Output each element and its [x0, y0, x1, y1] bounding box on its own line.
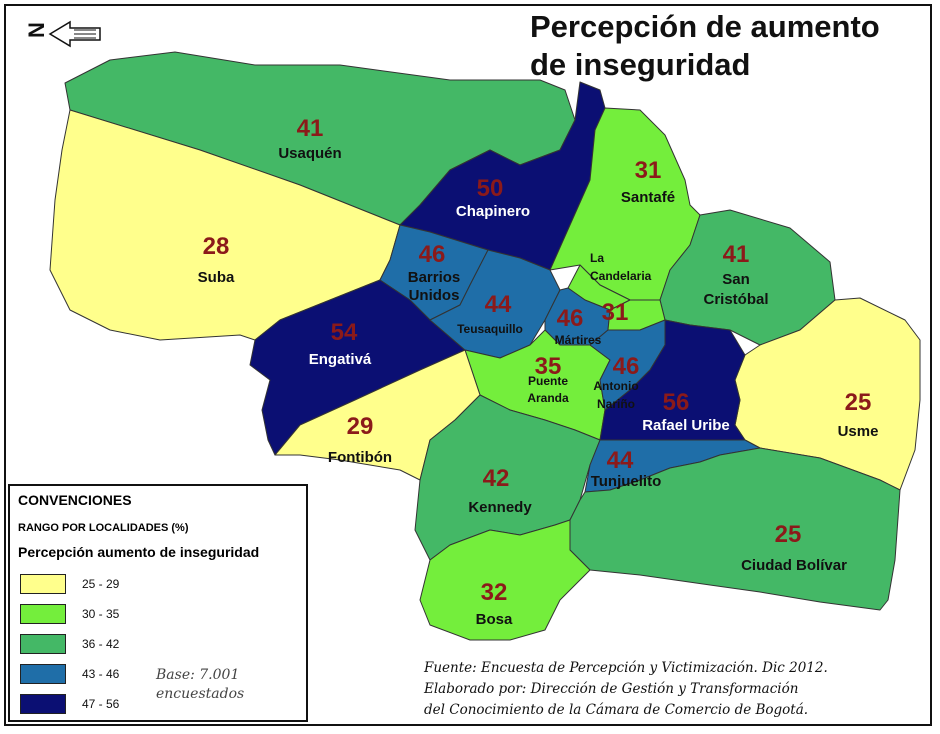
- legend-swatch-4: [20, 664, 66, 684]
- source-line2: Elaborado por: Dirección de Gestión y Tr…: [424, 681, 799, 697]
- value-tunjuelito: 44: [607, 447, 634, 474]
- compass-letter: N: [26, 22, 49, 38]
- legend-label-3: 36 - 42: [82, 637, 120, 651]
- label-la-candelaria-l2: Candelaria: [590, 269, 652, 283]
- value-rafael-uribe: 56: [663, 389, 690, 416]
- label-engativa: Engativá: [309, 351, 372, 368]
- map-title: Percepción de aumento de inseguridad: [530, 8, 880, 84]
- value-usaquen: 41: [297, 115, 324, 142]
- legend-subtitle: RANGO POR LOCALIDADES (%): [18, 522, 189, 534]
- source-note: Fuente: Encuesta de Percepción y Victimi…: [424, 658, 828, 721]
- value-la-candelaria: 31: [602, 299, 629, 326]
- value-puente-aranda: 35: [535, 353, 562, 380]
- label-suba: Suba: [198, 269, 235, 286]
- value-santafe: 31: [635, 157, 662, 184]
- value-antonio-narino: 46: [613, 353, 640, 380]
- legend-row-4: 43 - 46: [20, 662, 119, 686]
- label-puente-aranda-l2: Aranda: [527, 391, 569, 405]
- source-line1: Fuente: Encuesta de Percepción y Victimi…: [424, 660, 828, 676]
- label-kennedy: Kennedy: [468, 499, 532, 516]
- label-usaquen: Usaquén: [278, 145, 341, 162]
- label-fontibon: Fontibón: [328, 449, 392, 466]
- value-suba: 28: [203, 233, 230, 260]
- legend-swatch-3: [20, 634, 66, 654]
- sample-base-line2: encuestados: [156, 686, 245, 702]
- label-chapinero: Chapinero: [456, 203, 530, 220]
- label-puente-aranda-l1: Puente: [528, 374, 568, 388]
- legend: CONVENCIONES RANGO POR LOCALIDADES (%) P…: [8, 484, 308, 722]
- label-la-candelaria-l1: La: [590, 251, 604, 265]
- legend-heading: Percepción aumento de inseguridad: [18, 544, 260, 560]
- legend-label-5: 47 - 56: [82, 697, 120, 711]
- label-teusaquillo: Teusaquillo: [457, 322, 523, 336]
- label-san-cristobal-l1: San: [722, 271, 750, 288]
- label-san-cristobal-l2: Cristóbal: [703, 291, 768, 308]
- label-tunjuelito: Tunjuelito: [591, 473, 662, 490]
- value-usme: 25: [845, 389, 872, 416]
- region-san-cristobal[interactable]: [659, 209, 836, 346]
- value-ciudad-bolivar: 25: [775, 521, 802, 548]
- label-bosa: Bosa: [476, 611, 513, 628]
- label-barrios-unidos-l1: Barrios: [408, 269, 461, 286]
- value-martires: 46: [557, 305, 584, 332]
- legend-label-2: 30 - 35: [82, 607, 120, 621]
- legend-title: CONVENCIONES: [18, 492, 132, 508]
- legend-swatch-2: [20, 604, 66, 624]
- sample-base-note: Base: 7.001 encuestados: [156, 666, 244, 704]
- value-bosa: 32: [481, 579, 508, 606]
- map-title-line1: Percepción de aumento: [530, 9, 880, 44]
- value-kennedy: 42: [483, 465, 510, 492]
- legend-row-3: 36 - 42: [20, 632, 119, 656]
- legend-row-5: 47 - 56: [20, 692, 119, 716]
- value-engativa: 54: [331, 319, 358, 346]
- label-santafe: Santafé: [621, 189, 675, 206]
- sample-base-line1: Base: 7.001: [156, 667, 240, 683]
- legend-row-2: 30 - 35: [20, 602, 119, 626]
- north-arrow-icon: N: [26, 20, 101, 48]
- legend-label-1: 25 - 29: [82, 577, 120, 591]
- label-antonio-narino-l1: Antonio: [593, 379, 638, 393]
- label-martires: Mártires: [555, 333, 602, 347]
- value-fontibon: 29: [347, 413, 374, 440]
- value-teusaquillo: 44: [485, 291, 512, 318]
- label-usme: Usme: [838, 423, 879, 440]
- legend-row-1: 25 - 29: [20, 572, 119, 596]
- legend-swatch-5: [20, 694, 66, 714]
- label-antonio-narino-l2: Nariño: [597, 397, 635, 411]
- legend-label-4: 43 - 46: [82, 667, 120, 681]
- label-barrios-unidos-l2: Unidos: [409, 287, 460, 304]
- value-barrios-unidos: 46: [419, 241, 446, 268]
- value-chapinero: 50: [477, 175, 504, 202]
- label-rafael-uribe: Rafael Uribe: [642, 417, 730, 434]
- map-title-line2: de inseguridad: [530, 47, 751, 82]
- region-bosa[interactable]: [419, 519, 591, 641]
- source-line3: del Conocimiento de la Cámara de Comerci…: [424, 702, 809, 718]
- label-ciudad-bolivar: Ciudad Bolívar: [741, 557, 847, 574]
- legend-swatch-1: [20, 574, 66, 594]
- value-san-cristobal: 41: [723, 241, 750, 268]
